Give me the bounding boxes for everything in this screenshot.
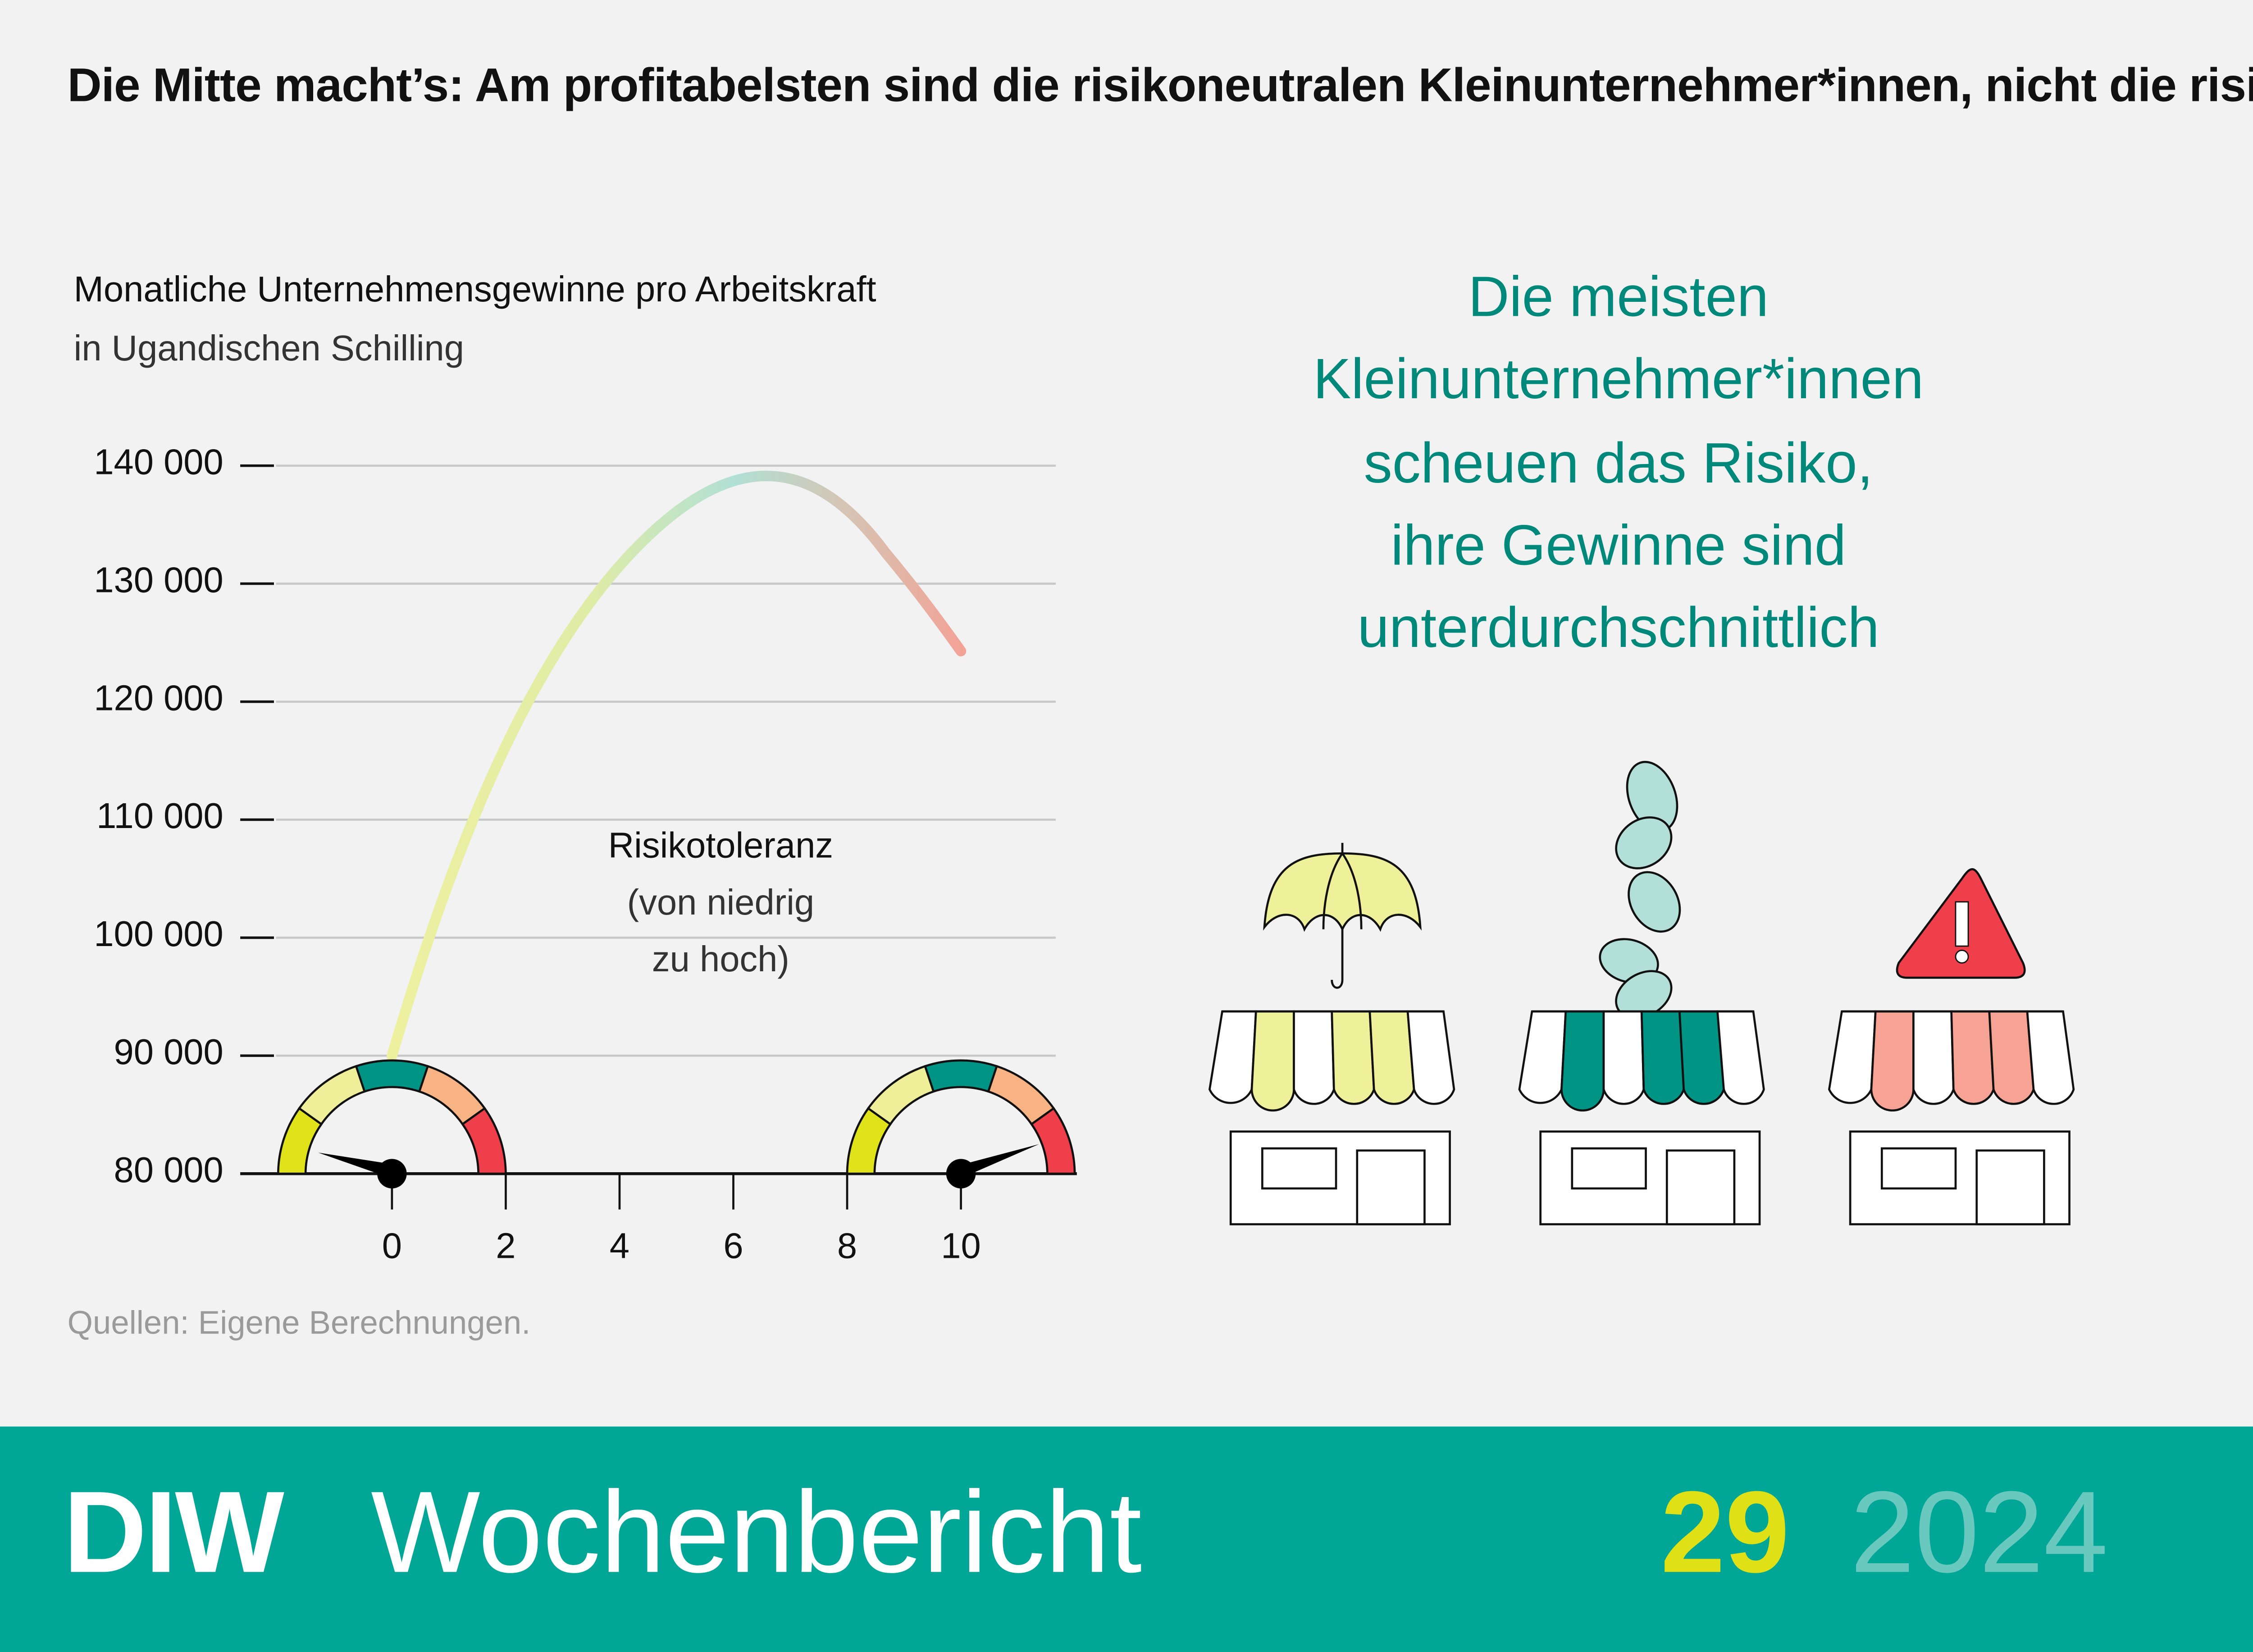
x-axis-annotation-line: zu hoch) [652,940,789,980]
key-message-line: Die meisten [1468,265,1769,329]
key-message-line: scheuen das Risiko, [1364,431,1873,495]
y-tick: 60 [2134,442,2253,485]
gauge-high-icon [846,1059,1076,1188]
umbrella-icon [1263,842,1422,989]
x-tick: 8 [837,1226,857,1267]
y-tick: 20 [2134,915,2253,957]
key-message-line: Kleinunternehmer*innen [1313,348,1924,412]
x-tick: 6 [723,1226,743,1267]
y-tick: 130 000 [94,560,223,601]
x-tick: 0 [382,1226,402,1267]
left-chart-unit: in Ugandischen Schilling [73,328,464,369]
issue-number: 29 [1660,1466,1790,1597]
x-tick: 2 [496,1226,516,1267]
brand-publication-name: Wochenbericht [371,1466,1142,1597]
x-axis-annotation-line: (von niedrig [627,883,815,923]
y-tick: 110 000 [96,796,223,837]
warning-triangle-icon [1896,868,2026,979]
x-axis-annotation-title: Risikotoleranz [608,826,834,866]
key-message-line: unterdurchschnittlich [1357,596,1879,660]
y-tick: 100 000 [94,914,223,955]
gauge-low-icon [277,1059,507,1188]
key-message: Die meisten Kleinunternehmer*innen scheu… [1180,257,2057,671]
y-tick: 90 000 [114,1032,223,1073]
shop-risk-seeking-icon [1828,1010,2075,1225]
x-tick: 4 [609,1226,630,1267]
key-message-line: ihre Gewinne sind [1391,514,1847,578]
y-tick: 40 [2134,678,2253,721]
y-tick: 80 000 [114,1150,223,1191]
y-tick: 140 000 [94,442,223,483]
shop-risk-averse-icon [1209,1010,1455,1225]
y-tick: 0 [2134,1151,2253,1193]
brand-diw: DIW [63,1466,284,1597]
y-tick: 120 000 [94,678,223,719]
left-chart-title: Monatliche Unternehmensgewinne pro Arbei… [73,269,876,310]
source-note: Quellen: Eigene Berechnungen. [67,1306,531,1343]
x-tick: 10 [941,1226,981,1267]
falling-coins-icon [1599,760,1681,1019]
footer-band [0,1426,2253,1652]
shop-risk-neutral-icon [1518,1010,1765,1225]
issue-year: 2024 [1850,1466,2108,1597]
page-title: Die Mitte macht’s: Am profitabelsten sin… [67,59,2253,112]
